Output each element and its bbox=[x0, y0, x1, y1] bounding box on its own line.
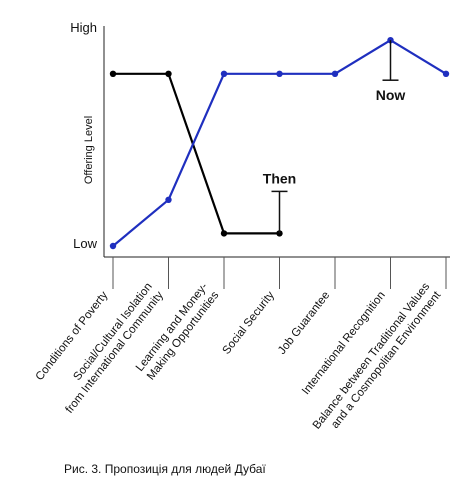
x-tick-label: Job Guarantee bbox=[276, 289, 332, 356]
x-tick-label: Social Security bbox=[221, 289, 277, 357]
axes bbox=[103, 26, 450, 258]
figure-caption: Рис. 3. Пропозиція для людей Дубаї bbox=[64, 462, 266, 476]
x-tick-label-line: Social Security bbox=[221, 289, 277, 357]
data-point bbox=[220, 230, 228, 237]
data-point bbox=[109, 70, 117, 78]
data-point bbox=[220, 70, 228, 78]
annotation-label: Then bbox=[263, 170, 296, 186]
annotations: Then Now bbox=[263, 40, 406, 234]
ticks: Low High bbox=[70, 20, 447, 289]
annotation-now: Now bbox=[376, 40, 406, 103]
data-point bbox=[331, 70, 339, 78]
data-point bbox=[276, 70, 283, 78]
data-point bbox=[165, 70, 172, 78]
series-line bbox=[113, 72, 280, 235]
data-point bbox=[165, 196, 172, 203]
y-tick-label: High bbox=[70, 20, 97, 35]
annotation-label: Now bbox=[376, 87, 406, 103]
series-then bbox=[109, 70, 283, 237]
x-tick-label-line: Job Guarantee bbox=[276, 289, 332, 356]
annotation-then: Then bbox=[263, 170, 296, 234]
data-point bbox=[442, 70, 450, 78]
x-tick-label-line: and a Cosmopolitan Environment bbox=[329, 289, 444, 431]
y-tick-label: Low bbox=[73, 236, 97, 251]
y-axis-label: Offering Level bbox=[83, 116, 95, 184]
data-point bbox=[109, 242, 117, 250]
